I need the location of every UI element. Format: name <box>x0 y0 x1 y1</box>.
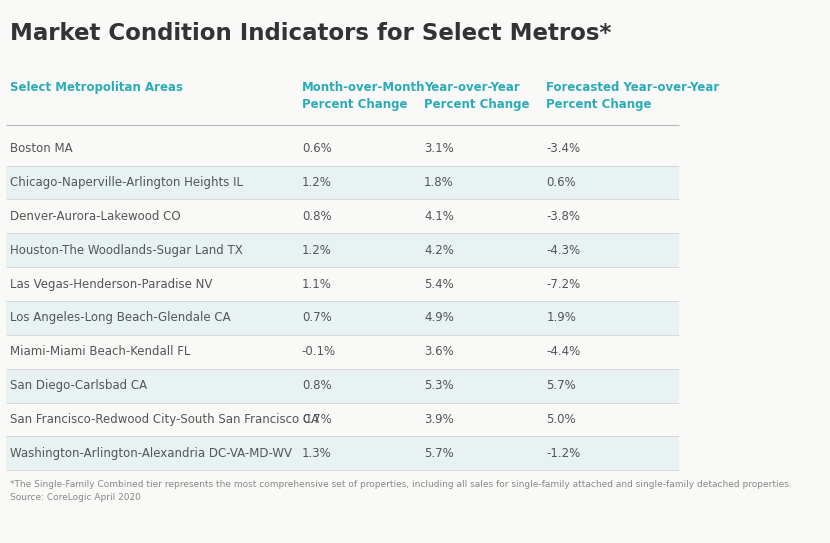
Text: 0.6%: 0.6% <box>302 142 331 155</box>
Text: 5.0%: 5.0% <box>546 413 576 426</box>
Text: 4.2%: 4.2% <box>424 244 454 257</box>
FancyBboxPatch shape <box>6 437 679 470</box>
Text: Boston MA: Boston MA <box>10 142 72 155</box>
Text: San Francisco-Redwood City-South San Francisco CA: San Francisco-Redwood City-South San Fra… <box>10 413 319 426</box>
Text: Market Condition Indicators for Select Metros*: Market Condition Indicators for Select M… <box>10 22 611 45</box>
Text: 5.3%: 5.3% <box>424 379 454 392</box>
Text: Denver-Aurora-Lakewood CO: Denver-Aurora-Lakewood CO <box>10 210 180 223</box>
Text: Las Vegas-Henderson-Paradise NV: Las Vegas-Henderson-Paradise NV <box>10 277 212 291</box>
Text: -4.4%: -4.4% <box>546 345 581 358</box>
Text: 3.9%: 3.9% <box>424 413 454 426</box>
Text: Houston-The Woodlands-Sugar Land TX: Houston-The Woodlands-Sugar Land TX <box>10 244 242 257</box>
Text: -0.1%: -0.1% <box>302 345 336 358</box>
Text: 5.4%: 5.4% <box>424 277 454 291</box>
Text: -7.2%: -7.2% <box>546 277 581 291</box>
Text: *The Single-Family Combined tier represents the most comprehensive set of proper: *The Single-Family Combined tier represe… <box>10 480 791 502</box>
Text: -3.8%: -3.8% <box>546 210 580 223</box>
Text: 0.6%: 0.6% <box>546 176 576 189</box>
FancyBboxPatch shape <box>6 233 679 267</box>
Text: Miami-Miami Beach-Kendall FL: Miami-Miami Beach-Kendall FL <box>10 345 190 358</box>
Text: 3.1%: 3.1% <box>424 142 454 155</box>
FancyBboxPatch shape <box>6 369 679 403</box>
Text: 1.8%: 1.8% <box>424 176 454 189</box>
Text: -4.3%: -4.3% <box>546 244 580 257</box>
FancyBboxPatch shape <box>6 166 679 199</box>
Text: Month-over-Month
Percent Change: Month-over-Month Percent Change <box>302 81 425 111</box>
Text: 5.7%: 5.7% <box>424 447 454 460</box>
Text: Chicago-Naperville-Arlington Heights IL: Chicago-Naperville-Arlington Heights IL <box>10 176 242 189</box>
Text: 1.9%: 1.9% <box>546 312 576 325</box>
Text: -1.2%: -1.2% <box>546 447 581 460</box>
Text: 1.2%: 1.2% <box>302 176 332 189</box>
Text: 4.9%: 4.9% <box>424 312 454 325</box>
Text: Select Metropolitan Areas: Select Metropolitan Areas <box>10 81 183 94</box>
Text: 0.8%: 0.8% <box>302 210 331 223</box>
Text: 1.2%: 1.2% <box>302 244 332 257</box>
Text: San Diego-Carlsbad CA: San Diego-Carlsbad CA <box>10 379 147 392</box>
Text: Los Angeles-Long Beach-Glendale CA: Los Angeles-Long Beach-Glendale CA <box>10 312 230 325</box>
Text: 1.3%: 1.3% <box>302 447 331 460</box>
Text: 0.7%: 0.7% <box>302 413 331 426</box>
Text: 4.1%: 4.1% <box>424 210 454 223</box>
FancyBboxPatch shape <box>6 301 679 335</box>
Text: 0.7%: 0.7% <box>302 312 331 325</box>
Text: Washington-Arlington-Alexandria DC-VA-MD-WV: Washington-Arlington-Alexandria DC-VA-MD… <box>10 447 291 460</box>
Text: 1.1%: 1.1% <box>302 277 332 291</box>
Text: 0.8%: 0.8% <box>302 379 331 392</box>
Text: -3.4%: -3.4% <box>546 142 580 155</box>
Text: 5.7%: 5.7% <box>546 379 576 392</box>
Text: Year-over-Year
Percent Change: Year-over-Year Percent Change <box>424 81 530 111</box>
Text: Forecasted Year-over-Year
Percent Change: Forecasted Year-over-Year Percent Change <box>546 81 720 111</box>
Text: 3.6%: 3.6% <box>424 345 454 358</box>
